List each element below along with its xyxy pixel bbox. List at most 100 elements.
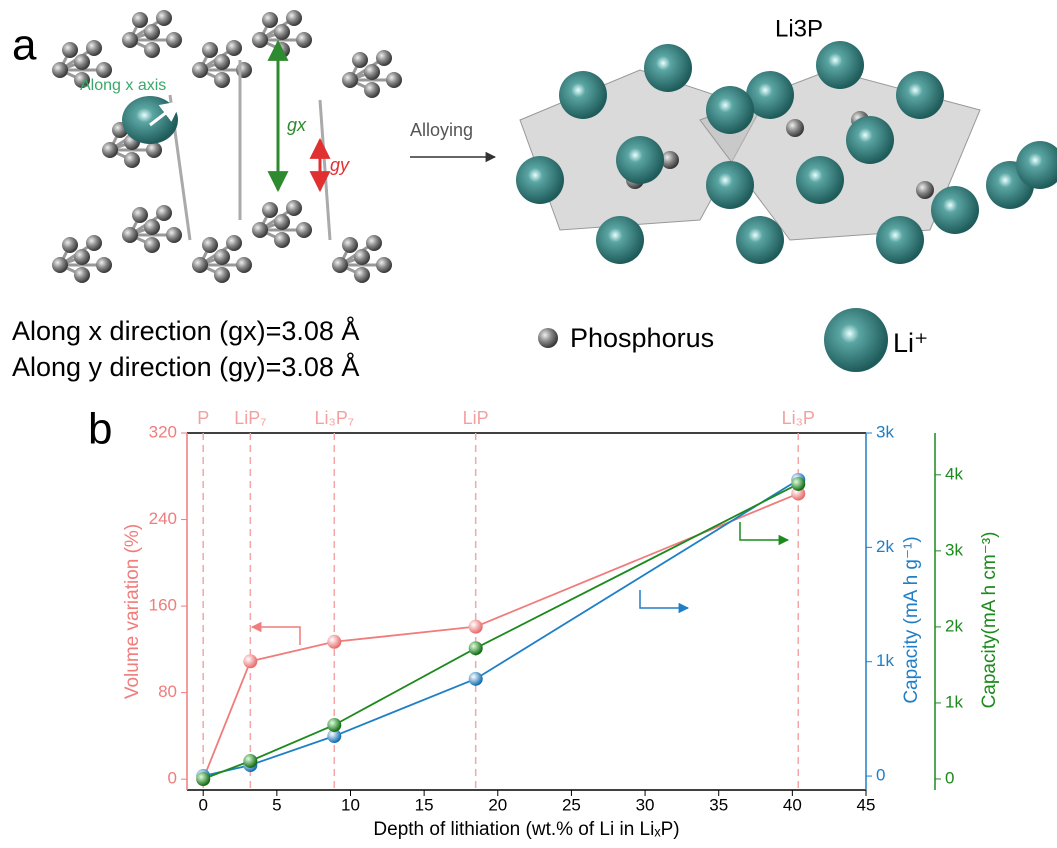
y2-axis-label: Capacity (mA h g⁻¹) xyxy=(901,536,922,703)
p-atom xyxy=(376,257,392,273)
p-atom xyxy=(86,235,102,251)
p-atom xyxy=(214,249,230,265)
p-atom xyxy=(124,152,140,168)
y2-tick-label: 2k xyxy=(876,537,894,556)
p-atom xyxy=(236,257,252,273)
x-tick-label: 20 xyxy=(488,795,507,814)
p-atom xyxy=(52,257,68,273)
x-tick-label: 45 xyxy=(857,795,876,814)
data-point xyxy=(327,729,342,744)
x-tick-label: 40 xyxy=(783,795,802,814)
p-atom xyxy=(296,222,312,238)
p-atom xyxy=(262,12,278,28)
li-atom xyxy=(846,116,894,164)
y2-tick-label: 1k xyxy=(876,651,894,670)
p-atom xyxy=(916,181,934,199)
li3p-structure xyxy=(516,41,1057,264)
x-tick-label: 35 xyxy=(709,795,728,814)
y-tick-label: 240 xyxy=(149,509,177,528)
p-atom xyxy=(364,82,380,98)
x-tick-label: 25 xyxy=(562,795,581,814)
p-atom xyxy=(214,54,230,70)
p-atom xyxy=(122,32,138,48)
p-atom xyxy=(192,62,208,78)
p-atom xyxy=(342,72,358,88)
p-atom xyxy=(144,24,160,40)
p-atom xyxy=(342,237,358,253)
series-arrow xyxy=(639,590,690,614)
p-atom xyxy=(376,50,392,66)
x-axis-label: Depth of lithiation (wt.% of Li in LiₓP) xyxy=(373,819,679,840)
li-atom xyxy=(736,216,784,264)
p-atom xyxy=(214,72,230,88)
data-point xyxy=(327,634,342,649)
gap-x: gx xyxy=(287,115,307,135)
li-atom xyxy=(816,41,864,89)
p-atom xyxy=(202,237,218,253)
p-atom xyxy=(74,249,90,265)
x-tick-label: 30 xyxy=(636,795,655,814)
p-atom xyxy=(52,62,68,78)
p-atom xyxy=(354,249,370,265)
panel-a: a Along x axis gx gy Alloying Li3P Along… xyxy=(12,10,1057,382)
p-atom xyxy=(74,267,90,283)
p-atom xyxy=(132,207,148,223)
p-atom xyxy=(274,232,290,248)
phosphorus-structure xyxy=(52,10,402,283)
p-atom xyxy=(236,62,252,78)
p-atom xyxy=(274,42,290,58)
data-point xyxy=(243,654,258,669)
panel-label: b xyxy=(88,405,112,454)
y-tick-label: 80 xyxy=(158,682,177,701)
phase-label: LiP xyxy=(463,408,489,428)
p-atom xyxy=(252,32,268,48)
p-atom xyxy=(262,202,278,218)
p-atom xyxy=(96,257,112,273)
phase-label: LiP₇ xyxy=(234,408,266,428)
p-atom xyxy=(274,24,290,40)
series-line xyxy=(202,483,799,780)
x-tick-label: 5 xyxy=(272,795,281,814)
li-atom xyxy=(706,86,754,134)
p-atom xyxy=(296,32,312,48)
panel-label: a xyxy=(12,21,37,70)
p-atom xyxy=(166,32,182,48)
p-atom xyxy=(144,219,160,235)
p-atom xyxy=(62,237,78,253)
p-atom xyxy=(166,227,182,243)
p-atom xyxy=(74,72,90,88)
li-atom xyxy=(896,71,944,119)
p-atom xyxy=(332,257,348,273)
p-atom xyxy=(354,267,370,283)
p-atom xyxy=(62,42,78,58)
phase-label: Li₃P₇ xyxy=(315,408,355,428)
series-arrow xyxy=(250,621,301,645)
p-atom xyxy=(252,222,268,238)
p-atom xyxy=(202,42,218,58)
p-atom xyxy=(144,42,160,58)
y3-tick-label: 2k xyxy=(945,616,963,635)
p-atom xyxy=(122,227,138,243)
y3-tick-label: 4k xyxy=(945,464,963,483)
data-point xyxy=(468,641,483,656)
move-arrow xyxy=(149,100,182,127)
data-point xyxy=(468,619,483,634)
y3-tick-label: 0 xyxy=(945,768,954,787)
li-atom xyxy=(596,216,644,264)
data-point xyxy=(196,771,211,786)
y2-tick-label: 3k xyxy=(876,422,894,441)
li-atom xyxy=(876,216,924,264)
p-atom xyxy=(74,54,90,70)
p-atom xyxy=(364,64,380,80)
li-atom xyxy=(122,96,178,144)
p-atom xyxy=(144,237,160,253)
arrow-text: Along x axis xyxy=(80,77,166,94)
p-atom xyxy=(786,119,804,137)
x-tick-label: 15 xyxy=(415,795,434,814)
p-atom xyxy=(226,235,242,251)
p-atom xyxy=(156,205,172,221)
li-atom xyxy=(644,44,692,92)
li-atom xyxy=(931,186,979,234)
p-atom xyxy=(102,142,118,158)
